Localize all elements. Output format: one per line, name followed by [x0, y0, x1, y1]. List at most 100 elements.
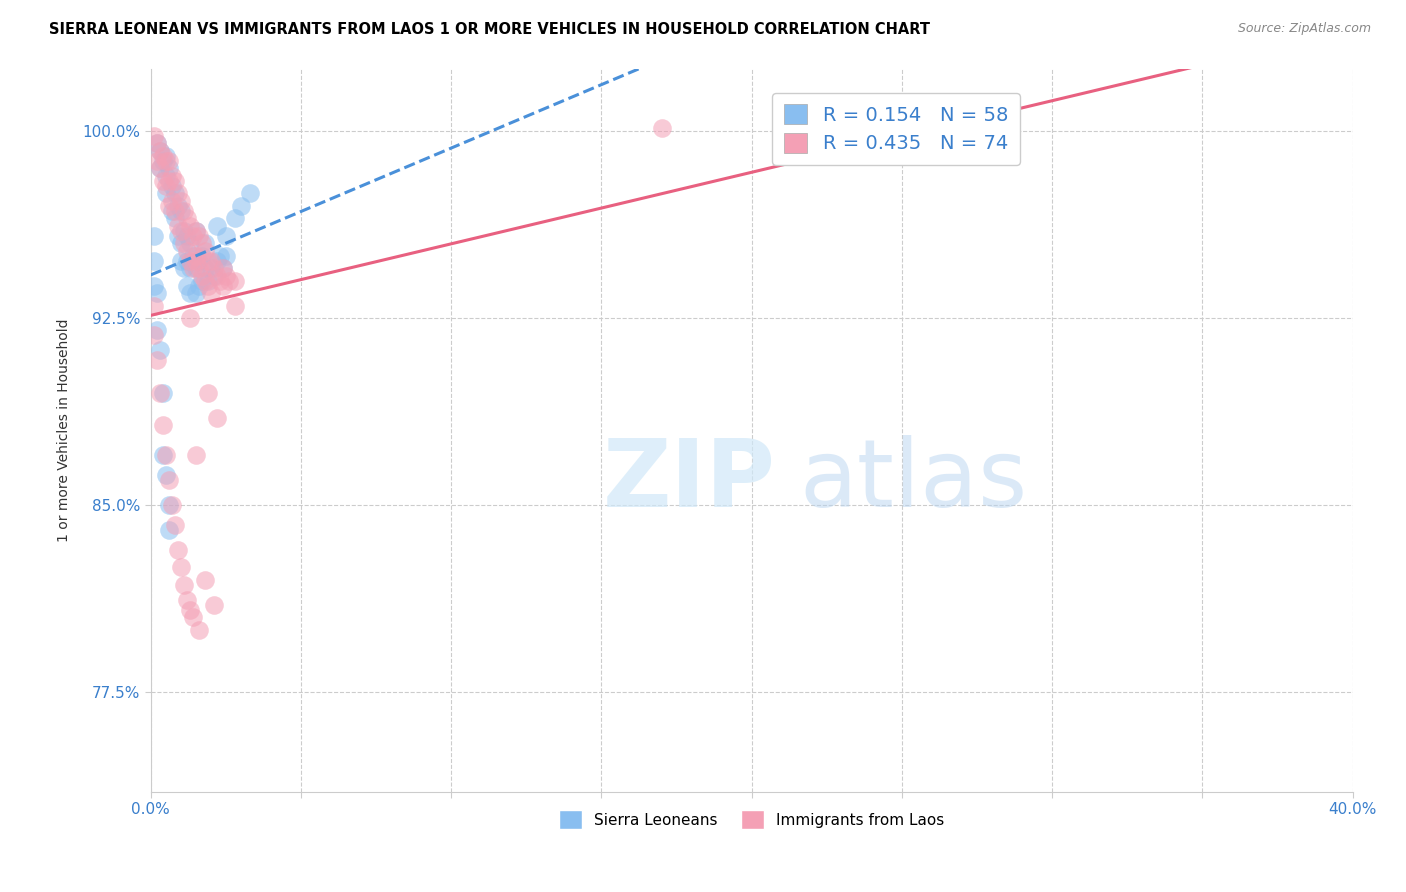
Point — [145, 286, 167, 301]
Point — [163, 186, 186, 201]
Point — [170, 224, 193, 238]
Point — [224, 298, 246, 312]
Point — [152, 174, 174, 188]
Point — [170, 203, 193, 218]
Point — [194, 244, 217, 258]
Point — [191, 236, 214, 251]
Point — [145, 323, 167, 337]
Point — [160, 178, 183, 193]
Point — [197, 278, 219, 293]
Point — [170, 236, 193, 251]
Point — [205, 268, 228, 283]
Point — [163, 211, 186, 226]
Point — [197, 253, 219, 268]
Point — [187, 253, 209, 268]
Point — [176, 278, 198, 293]
Point — [149, 144, 172, 158]
Point — [197, 385, 219, 400]
Point — [176, 228, 198, 243]
Point — [179, 236, 201, 251]
Point — [651, 121, 673, 136]
Point — [160, 169, 183, 183]
Point — [179, 219, 201, 233]
Point — [163, 174, 186, 188]
Point — [152, 153, 174, 168]
Point — [149, 343, 172, 358]
Point — [200, 286, 222, 301]
Point — [194, 573, 217, 587]
Point — [187, 228, 209, 243]
Point — [149, 161, 172, 176]
Point — [149, 385, 172, 400]
Point — [215, 228, 238, 243]
Point — [181, 228, 204, 243]
Point — [860, 119, 883, 133]
Point — [149, 161, 172, 176]
Point — [205, 410, 228, 425]
Point — [173, 224, 195, 238]
Point — [176, 244, 198, 258]
Point — [155, 468, 177, 483]
Point — [155, 186, 177, 201]
Point — [145, 353, 167, 368]
Point — [181, 249, 204, 263]
Point — [187, 261, 209, 276]
Point — [176, 593, 198, 607]
Point — [211, 261, 233, 276]
Point — [211, 261, 233, 276]
Point — [155, 149, 177, 163]
Point — [224, 274, 246, 288]
Point — [157, 199, 180, 213]
Point — [211, 278, 233, 293]
Point — [173, 203, 195, 218]
Point — [194, 274, 217, 288]
Point — [160, 498, 183, 512]
Point — [194, 261, 217, 276]
Point — [202, 598, 225, 612]
Point — [157, 174, 180, 188]
Text: ZIP: ZIP — [603, 435, 776, 527]
Point — [170, 560, 193, 574]
Point — [157, 523, 180, 537]
Point — [173, 578, 195, 592]
Point — [152, 418, 174, 433]
Point — [202, 268, 225, 283]
Point — [200, 261, 222, 276]
Point — [179, 310, 201, 325]
Point — [187, 623, 209, 637]
Point — [184, 224, 207, 238]
Point — [194, 236, 217, 251]
Point — [152, 448, 174, 462]
Point — [184, 224, 207, 238]
Point — [179, 253, 201, 268]
Point — [208, 274, 231, 288]
Point — [160, 194, 183, 208]
Point — [215, 268, 238, 283]
Point — [155, 153, 177, 168]
Point — [181, 610, 204, 624]
Point — [142, 328, 165, 343]
Point — [149, 144, 172, 158]
Point — [184, 261, 207, 276]
Point — [166, 199, 188, 213]
Point — [142, 298, 165, 312]
Point — [184, 253, 207, 268]
Point — [218, 274, 240, 288]
Point — [187, 278, 209, 293]
Point — [208, 249, 231, 263]
Point — [173, 236, 195, 251]
Point — [170, 194, 193, 208]
Legend: Sierra Leoneans, Immigrants from Laos: Sierra Leoneans, Immigrants from Laos — [553, 804, 950, 835]
Point — [142, 128, 165, 143]
Point — [184, 286, 207, 301]
Text: Source: ZipAtlas.com: Source: ZipAtlas.com — [1237, 22, 1371, 36]
Point — [191, 268, 214, 283]
Point — [176, 211, 198, 226]
Y-axis label: 1 or more Vehicles in Household: 1 or more Vehicles in Household — [58, 318, 72, 542]
Point — [191, 249, 214, 263]
Point — [157, 498, 180, 512]
Point — [166, 219, 188, 233]
Point — [200, 253, 222, 268]
Point — [170, 253, 193, 268]
Point — [197, 274, 219, 288]
